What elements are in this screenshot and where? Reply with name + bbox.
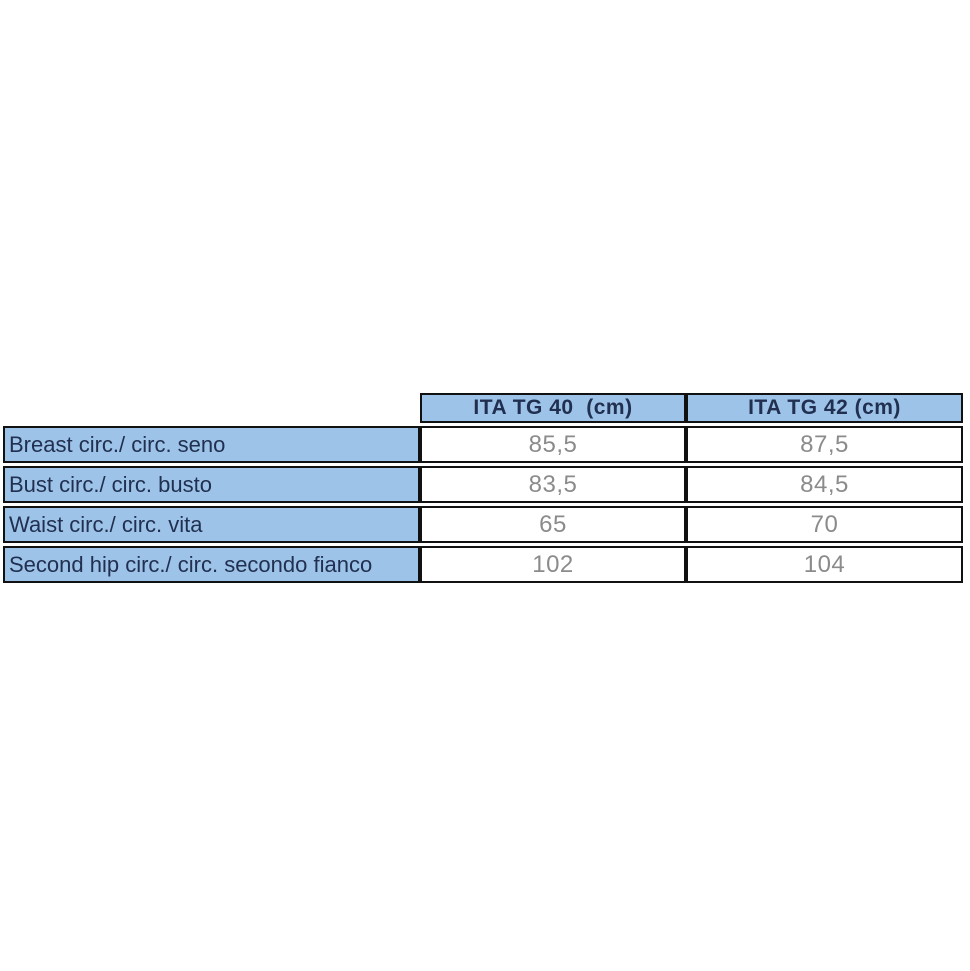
column-header-ita-tg-40: ITA TG 40 (cm)	[420, 393, 686, 423]
row-label-waist: Waist circ./ circ. vita	[3, 506, 420, 543]
value-cell-second-hip-tg40: 102	[420, 546, 686, 583]
row-label-bust: Bust circ./ circ. busto	[3, 466, 420, 503]
table-row-waist: Waist circ./ circ. vita 65 70	[3, 506, 963, 543]
value-cell-breast-tg42: 87,5	[686, 426, 963, 463]
size-chart-table: ITA TG 40 (cm) ITA TG 42 (cm) Breast cir…	[3, 390, 963, 586]
value-cell-second-hip-tg42: 104	[686, 546, 963, 583]
value-cell-bust-tg42: 84,5	[686, 466, 963, 503]
value-cell-bust-tg40: 83,5	[420, 466, 686, 503]
row-label-breast: Breast circ./ circ. seno	[3, 426, 420, 463]
value-cell-breast-tg40: 85,5	[420, 426, 686, 463]
corner-empty-cell	[3, 393, 420, 423]
value-cell-waist-tg42: 70	[686, 506, 963, 543]
row-label-second-hip: Second hip circ./ circ. secondo fianco	[3, 546, 420, 583]
table-row-bust: Bust circ./ circ. busto 83,5 84,5	[3, 466, 963, 503]
table-row-breast: Breast circ./ circ. seno 85,5 87,5	[3, 426, 963, 463]
header-row: ITA TG 40 (cm) ITA TG 42 (cm)	[3, 393, 963, 423]
table-row-second-hip: Second hip circ./ circ. secondo fianco 1…	[3, 546, 963, 583]
value-cell-waist-tg40: 65	[420, 506, 686, 543]
column-header-ita-tg-42: ITA TG 42 (cm)	[686, 393, 963, 423]
